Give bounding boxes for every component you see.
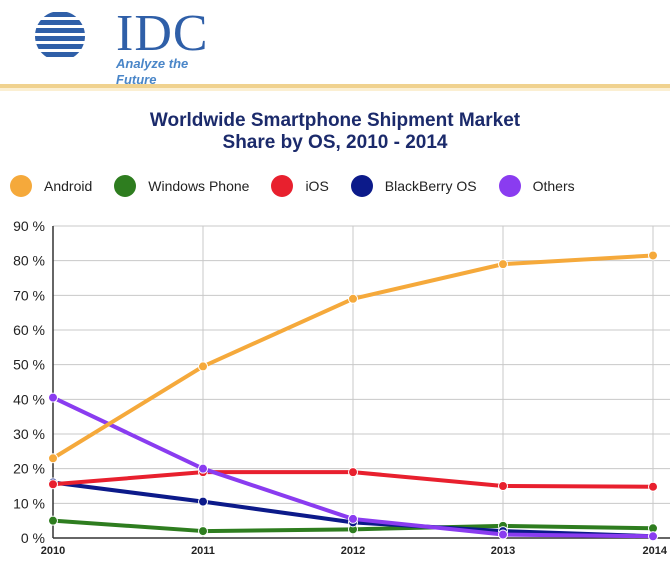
y-tick-label: 30 % — [13, 426, 45, 442]
chart-title-line1: Worldwide Smartphone Shipment Market — [149, 110, 521, 131]
data-point-windows-phone — [198, 526, 208, 537]
data-point-others — [498, 529, 508, 540]
legend-item-others: Others — [498, 175, 575, 197]
legend-label-others: Others — [532, 178, 575, 194]
legend-item-windows-phone: Windows Phone — [114, 175, 249, 197]
x-tick-label: 2013 — [491, 545, 515, 557]
chart-title-line2: Share by OS, 2010 - 2014 — [222, 132, 448, 153]
idc-logo-text: IDC — [116, 5, 209, 62]
chart-title: Worldwide Smartphone Shipment Market Sha… — [0, 110, 670, 154]
data-point-others — [48, 392, 58, 403]
data-point-android — [48, 453, 58, 464]
x-tick-label: 2011 — [191, 545, 215, 557]
legend-label-ios: iOS — [305, 178, 329, 194]
y-tick-label: 20 % — [13, 461, 45, 477]
header-divider — [0, 84, 670, 88]
y-tick-label: 70 % — [13, 287, 45, 303]
legend-item-ios: iOS — [271, 175, 329, 197]
data-point-others — [648, 531, 658, 542]
data-point-others — [348, 513, 358, 524]
chart-legend: Android Windows Phone iOS BlackBerry OS … — [10, 174, 597, 198]
legend-item-android: Android — [10, 175, 92, 197]
legend-marker-ios — [271, 175, 294, 197]
y-tick-label: 90 % — [13, 218, 45, 234]
data-point-android — [198, 361, 208, 372]
x-tick-label: 2014 — [643, 545, 668, 557]
idc-logo: IDC Analyze the Future — [20, 5, 220, 87]
data-point-others — [198, 463, 208, 474]
data-point-android — [348, 293, 358, 304]
y-tick-label: 40 % — [13, 391, 45, 407]
legend-item-blackberry-os: BlackBerry OS — [350, 175, 477, 197]
data-point-windows-phone — [48, 515, 58, 526]
legend-marker-blackberry-os — [350, 175, 373, 197]
y-tick-label: 50 % — [13, 357, 45, 373]
data-point-ios — [648, 481, 658, 492]
y-tick-label: 60 % — [13, 322, 45, 338]
legend-label-blackberry-os: BlackBerry OS — [384, 178, 477, 194]
globe-icon — [35, 11, 85, 61]
data-point-blackberry-os — [198, 496, 208, 507]
legend-label-android: Android — [44, 178, 93, 194]
legend-marker-others — [498, 175, 521, 197]
data-point-android — [648, 250, 658, 261]
data-point-android — [498, 259, 508, 270]
y-tick-label: 80 % — [13, 253, 45, 269]
y-tick-label: 0 % — [21, 530, 45, 546]
line-chart: 0 % 10 % 20 % 30 % 40 % 50 % 60 % 70 % 80 % 90 % 2… — [13, 218, 670, 557]
legend-label-windows-phone: Windows Phone — [148, 178, 250, 194]
data-point-ios — [48, 479, 58, 490]
data-point-ios — [498, 481, 508, 491]
legend-marker-android — [10, 175, 32, 197]
data-point-ios — [348, 467, 358, 478]
x-tick-label: 2010 — [41, 545, 65, 557]
idc-tagline: Analyze the Future — [116, 56, 189, 87]
legend-marker-windows-phone — [114, 175, 137, 197]
y-tick-label: 10 % — [13, 495, 45, 511]
header-divider-shadow — [0, 88, 670, 91]
x-tick-label: 2012 — [341, 545, 365, 557]
